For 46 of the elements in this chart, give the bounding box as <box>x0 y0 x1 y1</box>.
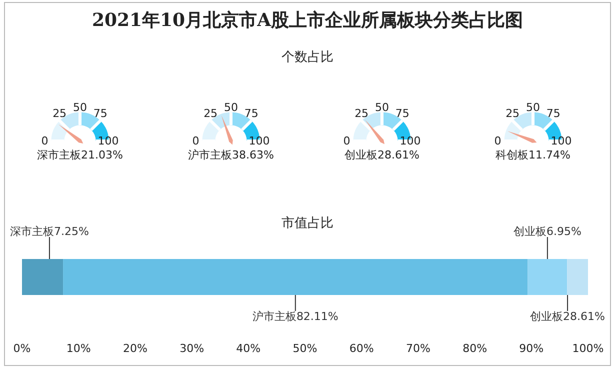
data-label: 创业板6.95% <box>513 225 582 238</box>
data-label: 沪市主板82.11% <box>252 310 338 323</box>
text: 25 <box>354 107 369 120</box>
text: 50 <box>526 101 540 114</box>
text: 25 <box>506 107 520 120</box>
bar <box>63 259 528 295</box>
bar <box>567 259 588 295</box>
x-tick-label: 20% <box>122 342 148 355</box>
text: 个数占比 <box>280 49 334 66</box>
x-tick-label: 100% <box>572 342 604 355</box>
text: 0 <box>343 134 350 148</box>
text: 100 <box>400 134 421 148</box>
text: 2021年10月北京市A股上市企业所属板块分类占比图 <box>90 9 524 32</box>
bar <box>528 259 568 295</box>
x-tick-label: 40% <box>236 342 261 355</box>
data-label: 深市主板21.03% <box>37 148 123 162</box>
text: 50 <box>224 101 238 114</box>
text: 25 <box>204 107 218 120</box>
text: 0 <box>41 134 48 148</box>
text: 75 <box>244 107 258 120</box>
text: 100 <box>98 134 119 148</box>
x-tick-label: 30% <box>180 342 204 355</box>
text: 75 <box>395 107 410 120</box>
x-tick-label: 80% <box>462 342 488 355</box>
data-label: 创业板28.61% <box>530 310 606 323</box>
text: 50 <box>375 101 389 114</box>
data-label: 沪市主板38.63% <box>188 148 274 162</box>
text: 75 <box>546 107 560 120</box>
text: 75 <box>93 107 108 120</box>
text: 100 <box>550 134 572 148</box>
data-label: 创业板28.61% <box>344 148 420 162</box>
text: 0 <box>494 134 502 148</box>
text: 0 <box>192 134 200 148</box>
x-tick-label: 70% <box>406 342 430 355</box>
text: 25 <box>52 107 67 120</box>
x-tick-label: 60% <box>349 342 374 355</box>
x-tick-label: 0% <box>13 342 31 355</box>
bar <box>22 259 64 295</box>
x-tick-label: 90% <box>519 342 544 355</box>
data-label: 深市主板7.25% <box>10 225 89 238</box>
chart-title: 市值占比 <box>282 216 334 231</box>
text: 50 <box>73 101 87 114</box>
x-tick-label: 10% <box>66 342 91 355</box>
data-label: 科创板11.74% <box>496 148 570 162</box>
text: 100 <box>248 134 270 148</box>
x-tick-label: 50% <box>292 342 318 355</box>
